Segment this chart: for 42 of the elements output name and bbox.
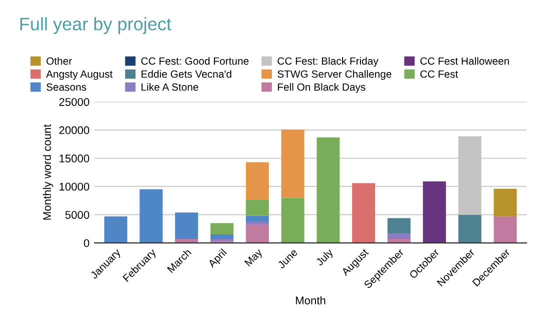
y-tick-label: 10000: [60, 182, 90, 191]
bar: [281, 129, 304, 198]
bar: [246, 224, 269, 243]
legend-label: CC Fest Halloween: [420, 57, 509, 65]
legend-label: Fell On Black Days: [278, 83, 366, 93]
x-axis-title: Month: [296, 296, 326, 304]
bar: [210, 234, 234, 239]
y-tick-label: 5000: [65, 210, 90, 219]
y-tick-label: 0: [84, 239, 90, 248]
legend-label: Eddie Gets Vecna'd: [142, 70, 232, 78]
bar: [388, 218, 411, 234]
y-tick-label: 25000: [59, 98, 90, 106]
bar: [388, 234, 411, 239]
legend-label: CC Fest: Good Fortune: [141, 57, 249, 65]
legend-label: STWG Server Challenge: [278, 70, 392, 80]
bar: [494, 188, 517, 216]
bar: [104, 216, 128, 243]
bar: [246, 216, 269, 222]
x-tick-label: July: [315, 248, 336, 268]
bar: [281, 198, 304, 243]
y-tick-label: 20000: [59, 126, 90, 134]
bar: [494, 216, 517, 243]
legend-label: CC Fest: Black Friday: [278, 57, 378, 67]
bar: [246, 200, 269, 216]
x-tick-label: May: [244, 248, 264, 268]
y-tick-label: 15000: [60, 154, 90, 162]
bar: [175, 212, 198, 239]
legend-label: Seasons: [46, 83, 86, 91]
bar: [422, 181, 446, 243]
bar: [246, 162, 269, 200]
bar: [352, 183, 376, 243]
bar: [210, 223, 234, 234]
legend-label: CC Fest: [420, 70, 458, 78]
legend-label: Angsty August: [46, 70, 113, 80]
bar: [458, 214, 482, 243]
bar: [316, 137, 340, 243]
bar: [246, 221, 269, 225]
chart-title: Full year by project: [20, 17, 172, 34]
legend-label: Like A Stone: [142, 83, 198, 91]
legend-label: Other: [46, 57, 72, 65]
bar: [140, 189, 163, 243]
y-axis-title: Monthly word count: [42, 124, 54, 220]
